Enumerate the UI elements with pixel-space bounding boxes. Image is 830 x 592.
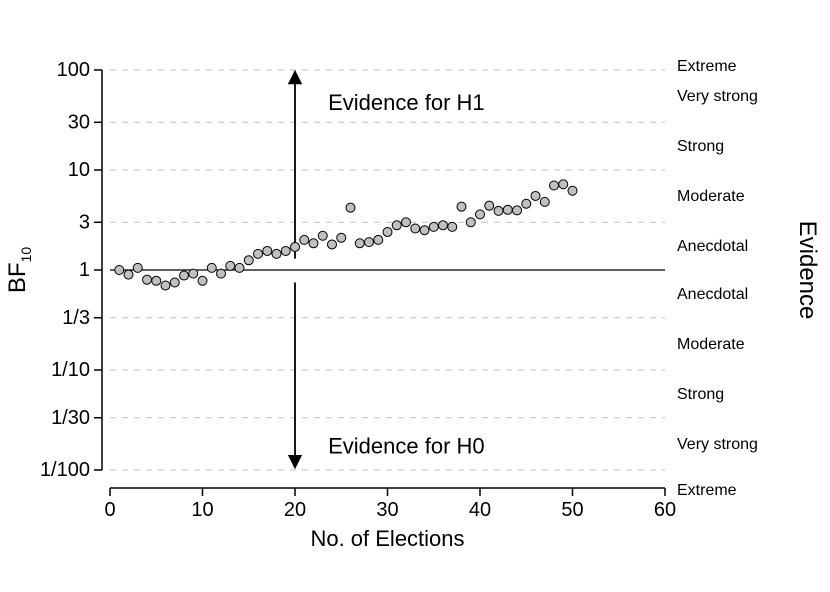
data-point xyxy=(226,261,235,270)
y-tick-left-label: 1/10 xyxy=(51,359,90,381)
y-tick-right-label: Extreme xyxy=(677,482,737,499)
y-tick-left-label: 1 xyxy=(79,259,90,281)
data-point xyxy=(346,203,355,212)
data-point xyxy=(198,276,207,285)
x-tick-label: 60 xyxy=(654,499,676,521)
data-point xyxy=(411,224,420,233)
data-point xyxy=(568,186,577,195)
x-axis-label: No. of Elections xyxy=(310,526,464,551)
y-tick-right-label: Very strong xyxy=(677,88,758,105)
data-point xyxy=(540,197,549,206)
data-point xyxy=(124,270,133,279)
y-axis-left-label: BF10 xyxy=(4,247,34,293)
data-point xyxy=(161,281,170,290)
data-point xyxy=(300,235,309,244)
data-point xyxy=(217,269,226,278)
data-point xyxy=(207,263,216,272)
bf10-evidence-chart: 0 10 20 30 40 50 60 No. of Elections 1/100 1/30 1/… xyxy=(0,0,830,592)
data-point xyxy=(503,205,512,214)
data-point xyxy=(133,263,142,272)
x-tick-label: 10 xyxy=(191,499,213,521)
y-tick-left-label: 3 xyxy=(79,211,90,233)
data-point xyxy=(318,231,327,240)
data-point xyxy=(235,263,244,272)
y-tick-right-label: Moderate xyxy=(677,336,745,353)
data-point xyxy=(189,269,198,278)
data-point xyxy=(559,180,568,189)
data-point xyxy=(355,239,364,248)
data-point xyxy=(337,233,346,242)
y-tick-right-label: Moderate xyxy=(677,188,745,205)
data-point xyxy=(152,276,161,285)
y-axis-right-label: Evidence xyxy=(794,221,821,320)
data-point xyxy=(466,218,475,227)
data-point xyxy=(448,222,457,231)
data-point xyxy=(522,199,531,208)
data-point xyxy=(263,246,272,255)
data-point xyxy=(291,242,300,251)
x-tick-label: 40 xyxy=(469,499,491,521)
y-tick-right-label: Strong xyxy=(677,138,724,155)
y-tick-left-label: 1/3 xyxy=(62,307,90,329)
annotation-h1: Evidence for H1 xyxy=(328,90,485,115)
data-point xyxy=(439,221,448,230)
data-point xyxy=(115,266,124,275)
y-tick-left-label: 1/100 xyxy=(40,459,90,481)
data-point xyxy=(281,246,290,255)
data-point xyxy=(457,202,466,211)
data-point xyxy=(272,249,281,258)
data-point xyxy=(494,206,503,215)
data-point xyxy=(328,240,337,249)
data-point xyxy=(402,218,411,227)
data-point xyxy=(383,227,392,236)
data-point xyxy=(374,235,383,244)
data-point xyxy=(309,239,318,248)
data-point xyxy=(365,238,374,247)
chart-svg: 0 10 20 30 40 50 60 No. of Elections 1/100 1/30 1/… xyxy=(0,0,830,592)
data-point xyxy=(143,275,152,284)
data-point xyxy=(476,210,485,219)
y-tick-right-label: Strong xyxy=(677,386,724,403)
data-point xyxy=(420,226,429,235)
x-tick-label: 50 xyxy=(561,499,583,521)
data-point xyxy=(170,278,179,287)
data-point xyxy=(429,222,438,231)
y-tick-left-label: 30 xyxy=(68,111,90,133)
y-tick-left-label: 100 xyxy=(57,59,90,81)
y-tick-right-label: Very strong xyxy=(677,436,758,453)
data-point xyxy=(513,206,522,215)
data-point xyxy=(180,271,189,280)
x-tick-label: 20 xyxy=(284,499,306,521)
annotation-h0: Evidence for H0 xyxy=(328,434,485,459)
x-tick-label: 30 xyxy=(376,499,398,521)
y-tick-right-label: Anecdotal xyxy=(677,238,748,255)
x-tick-label: 0 xyxy=(104,499,115,521)
data-point xyxy=(485,201,494,210)
y-tick-left-label: 1/30 xyxy=(51,407,90,429)
data-point xyxy=(244,256,253,265)
data-point xyxy=(550,181,559,190)
y-tick-left-label: 10 xyxy=(68,159,90,181)
y-tick-right-label: Extreme xyxy=(677,58,737,75)
data-point xyxy=(254,249,263,258)
data-point xyxy=(531,191,540,200)
data-point xyxy=(392,221,401,230)
y-tick-right-label: Anecdotal xyxy=(677,286,748,303)
